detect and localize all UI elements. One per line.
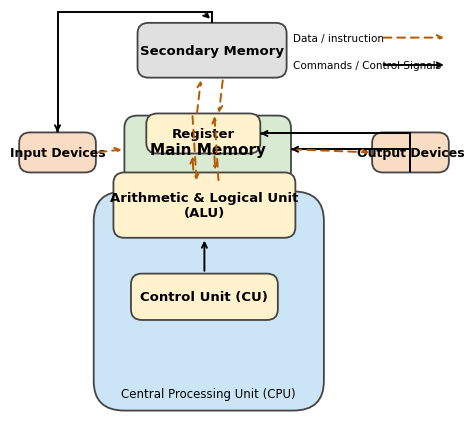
FancyArrowPatch shape [203,13,209,18]
FancyArrowPatch shape [262,132,267,137]
Text: Output Devices: Output Devices [356,147,465,160]
FancyArrowPatch shape [191,159,195,170]
Text: Secondary Memory: Secondary Memory [140,45,284,58]
Text: Register: Register [172,128,235,141]
Text: Commands / Control Signals: Commands / Control Signals [293,61,441,71]
FancyArrowPatch shape [383,36,442,41]
FancyArrowPatch shape [294,150,367,155]
FancyBboxPatch shape [131,274,278,320]
FancyBboxPatch shape [94,192,324,411]
Text: Central Processing Unit (CPU): Central Processing Unit (CPU) [121,387,296,400]
FancyArrowPatch shape [55,126,60,132]
Text: Main Memory: Main Memory [150,142,266,158]
FancyArrowPatch shape [197,83,202,114]
Text: Control Unit (CU): Control Unit (CU) [140,291,268,304]
Text: Input Devices: Input Devices [9,147,105,160]
FancyArrowPatch shape [192,117,199,178]
FancyBboxPatch shape [137,24,287,78]
FancyBboxPatch shape [146,114,260,154]
Text: Data / instruction: Data / instruction [293,34,384,43]
FancyBboxPatch shape [372,133,449,173]
FancyArrowPatch shape [212,119,219,181]
FancyArrowPatch shape [202,243,207,271]
FancyArrowPatch shape [99,149,119,153]
FancyArrowPatch shape [383,63,442,68]
FancyArrowPatch shape [292,147,298,153]
FancyArrowPatch shape [212,157,217,168]
FancyBboxPatch shape [19,133,96,173]
Text: Arithmetic & Logical Unit
(ALU): Arithmetic & Logical Unit (ALU) [110,192,299,220]
FancyBboxPatch shape [113,173,295,238]
FancyBboxPatch shape [124,116,291,184]
FancyArrowPatch shape [217,81,223,111]
